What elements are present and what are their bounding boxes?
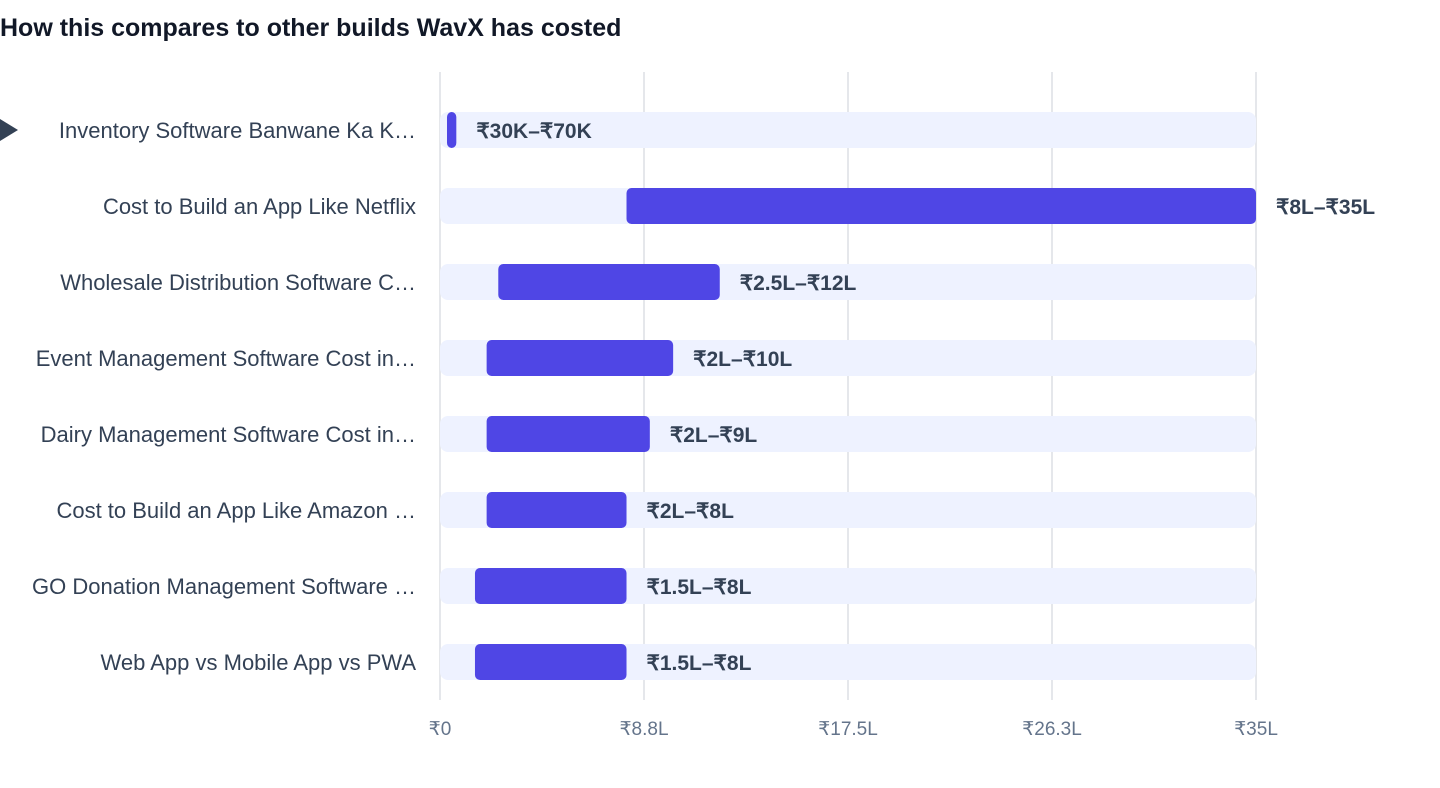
bar-track (440, 568, 1256, 604)
x-tick-label: ₹8.8L (619, 719, 668, 740)
range-bar (474, 568, 627, 604)
range-bar (486, 492, 627, 528)
range-bar (486, 416, 650, 452)
category-label: Event Management Software Cost in… (36, 346, 416, 371)
current-build-marker-icon (0, 119, 18, 141)
bar-row: Wholesale Distribution Software C… ₹2.5L–… (60, 264, 1256, 300)
bar-row: Cost to Build an App Like Netflix ₹8L–₹35… (103, 188, 1375, 224)
value-label: ₹2L–₹8L (647, 500, 735, 523)
value-label: ₹2L–₹9L (670, 424, 758, 447)
value-label: ₹2L–₹10L (693, 348, 792, 371)
bar-track (440, 644, 1256, 680)
value-label: ₹30K–₹70K (476, 120, 591, 143)
bar-track (440, 492, 1256, 528)
rows-layer: Inventory Software Banwane Ka K… ₹30K–₹70… (0, 112, 1375, 680)
x-tick-label: ₹35L (1234, 719, 1278, 740)
value-label: ₹8L–₹35L (1276, 196, 1375, 219)
value-label: ₹1.5L–₹8L (647, 652, 752, 675)
bar-row: Inventory Software Banwane Ka K… ₹30K–₹70… (0, 112, 1256, 148)
x-axis-ticks: ₹0 ₹8.8L ₹17.5L ₹26.3L ₹35L (429, 719, 1278, 740)
category-label: Cost to Build an App Like Amazon … (56, 498, 416, 523)
range-bar (446, 112, 457, 148)
category-label: Wholesale Distribution Software C… (60, 270, 416, 295)
category-label: GO Donation Management Software … (32, 574, 416, 599)
bar-row: Dairy Management Software Cost in… ₹2L–₹9… (41, 416, 1256, 452)
category-label: Web App vs Mobile App vs PWA (101, 650, 417, 675)
range-bar (474, 644, 627, 680)
bar-track (440, 112, 1256, 148)
x-tick-label: ₹17.5L (818, 719, 878, 740)
grid-layer (439, 72, 1257, 700)
bar-row: GO Donation Management Software … ₹1.5L–₹… (32, 568, 1256, 604)
x-tick-label: ₹0 (429, 719, 452, 740)
value-label: ₹1.5L–₹8L (647, 576, 752, 599)
bar-row: Web App vs Mobile App vs PWA ₹1.5L–₹8L (101, 644, 1256, 680)
category-label: Inventory Software Banwane Ka K… (59, 118, 416, 143)
value-label: ₹2.5L–₹12L (740, 272, 857, 295)
category-label: Cost to Build an App Like Netflix (103, 194, 416, 219)
bar-row: Event Management Software Cost in… ₹2L–₹1… (36, 340, 1256, 376)
range-bar (498, 264, 720, 300)
category-label: Dairy Management Software Cost in… (41, 422, 416, 447)
bar-row: Cost to Build an App Like Amazon … ₹2L–₹8… (56, 492, 1256, 528)
range-bar (486, 340, 674, 376)
chart-title: How this compares to other builds WavX h… (0, 14, 622, 42)
x-tick-label: ₹26.3L (1022, 719, 1082, 740)
range-bar (626, 188, 1256, 224)
